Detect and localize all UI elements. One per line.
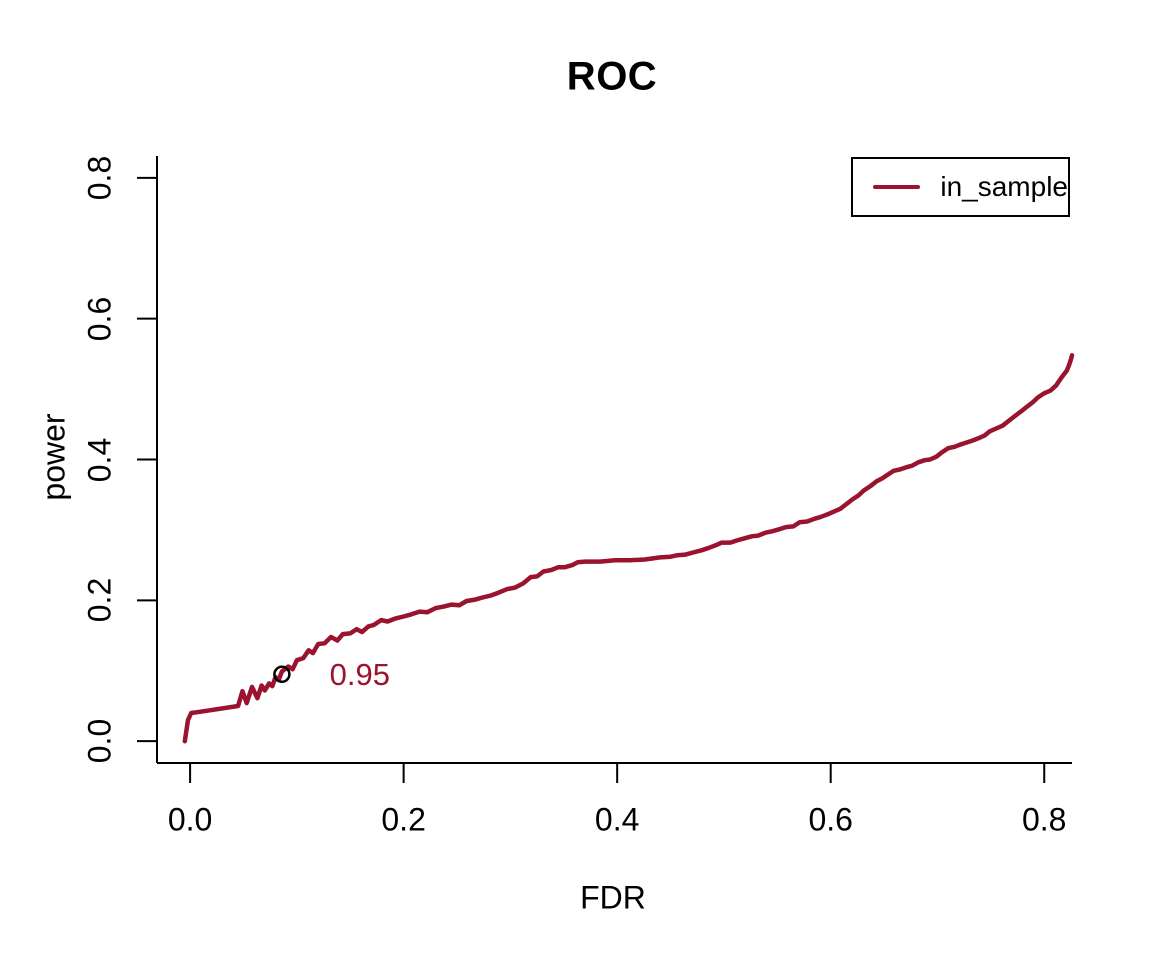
x-axis-label: FDR	[580, 879, 646, 916]
roc-curve	[182, 353, 1075, 744]
legend: in_sample	[851, 157, 1070, 217]
y-tick-label: 0.0	[81, 718, 118, 764]
y-axis-label: power	[35, 413, 72, 501]
x-tick-label: 0.8	[1021, 801, 1067, 838]
x-tick-label: 0.0	[167, 801, 213, 838]
x-tick-label: 0.2	[381, 801, 426, 838]
plot-area	[137, 156, 1075, 783]
threshold-annotation: 0.95	[329, 656, 391, 692]
legend-line-swatch	[873, 185, 921, 189]
legend-item-label: in_sample	[940, 171, 1068, 202]
y-tick-label: 0.8	[81, 155, 118, 201]
y-tick-label: 0.6	[81, 296, 118, 341]
y-tick-label: 0.4	[81, 437, 118, 482]
x-tick-label: 0.6	[808, 801, 853, 838]
x-tick-label: 0.4	[594, 801, 640, 838]
threshold-marker-circle	[273, 665, 291, 684]
chart-title: ROC	[566, 54, 658, 99]
y-tick-label: 0.2	[81, 578, 118, 623]
